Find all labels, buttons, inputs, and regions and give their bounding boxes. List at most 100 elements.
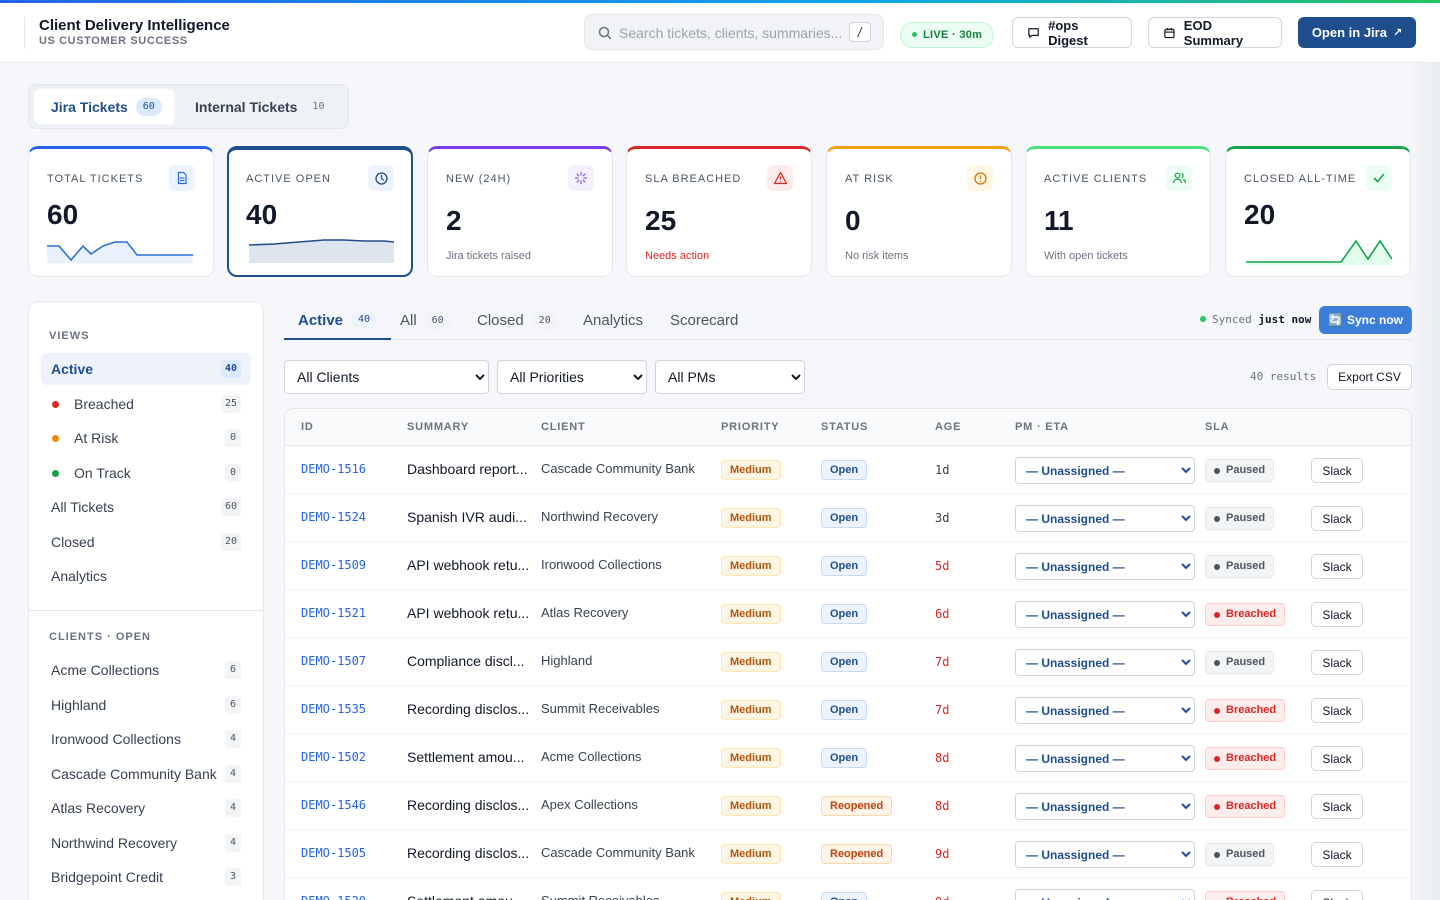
search-box[interactable]: / xyxy=(584,14,884,50)
tab-active[interactable]: Active 40 xyxy=(284,302,392,340)
pm-assignee-select[interactable]: — Unassigned — xyxy=(1015,697,1195,724)
sidebar-item-label: All Tickets xyxy=(51,499,115,515)
metric-subtext: Jira tickets raised xyxy=(446,250,531,262)
pm-filter-select[interactable]: All PMs xyxy=(655,360,805,394)
sidebar-item-analytics[interactable]: Analytics xyxy=(41,560,251,592)
ticket-client: Acme Collections xyxy=(541,749,642,764)
sidebar-item-breached[interactable]: Breached 25 xyxy=(41,388,251,420)
sidebar-client-item[interactable]: Highland 6 xyxy=(41,689,251,721)
ticket-id-link[interactable]: DEMO-1509 xyxy=(301,558,367,572)
table-row[interactable]: DEMO-1509 API webhook retu... Ironwood Col… xyxy=(285,542,1411,590)
tab-jira-tickets[interactable]: Jira Tickets 60 xyxy=(34,89,175,124)
live-status-badge: LIVE · 30m xyxy=(900,22,995,48)
column-header-id[interactable]: ID xyxy=(301,421,314,433)
sidebar-item-closed[interactable]: Closed 20 xyxy=(41,526,251,558)
tab-scorecard[interactable]: Scorecard xyxy=(670,302,738,339)
open-in-jira-button[interactable]: Open in Jira ↗ xyxy=(1298,17,1416,48)
tab-closed[interactable]: Closed 20 xyxy=(477,302,558,339)
pm-assignee-select[interactable]: — Unassigned — xyxy=(1015,457,1195,484)
pm-assignee-select[interactable]: — Unassigned — xyxy=(1015,553,1195,580)
sidebar-client-item[interactable]: Northwind Recovery 4 xyxy=(41,827,251,859)
metric-card-closed-all-time[interactable]: CLOSED ALL-TIME 20 xyxy=(1225,146,1411,277)
table-row[interactable]: DEMO-1520 Settlement amou... Summit Receiv… xyxy=(285,878,1411,900)
slack-button[interactable]: Slack xyxy=(1311,842,1363,867)
sla-status-badge: Breached xyxy=(1205,795,1286,818)
ticket-id-link[interactable]: DEMO-1521 xyxy=(301,606,367,620)
sla-dot-icon xyxy=(1214,659,1220,666)
ticket-id-link[interactable]: DEMO-1516 xyxy=(301,462,367,476)
metric-card-active-clients[interactable]: ACTIVE CLIENTS 11 With open tickets xyxy=(1025,146,1211,277)
sidebar-client-item[interactable]: Cascade Community Bank 4 xyxy=(41,758,251,790)
pm-assignee-select[interactable]: — Unassigned — xyxy=(1015,745,1195,772)
ticket-client: Summit Receivables xyxy=(541,701,660,716)
sidebar-client-item[interactable]: Bridgepoint Credit 3 xyxy=(41,861,251,893)
column-header-summary[interactable]: SUMMARY xyxy=(407,421,470,433)
ticket-id-link[interactable]: DEMO-1524 xyxy=(301,510,367,524)
sync-now-button[interactable]: 🔄 Sync now xyxy=(1319,306,1412,334)
ops-digest-button[interactable]: #ops Digest xyxy=(1012,17,1132,48)
slack-button[interactable]: Slack xyxy=(1311,458,1363,483)
tab-all[interactable]: All 60 xyxy=(400,302,451,339)
sla-status-badge: Breached xyxy=(1205,747,1286,770)
pm-assignee-select[interactable]: — Unassigned — xyxy=(1015,793,1195,820)
metric-card-active-open[interactable]: ACTIVE OPEN 40 xyxy=(227,146,413,277)
column-header-sla[interactable]: SLA xyxy=(1205,421,1230,433)
slack-button[interactable]: Slack xyxy=(1311,746,1363,771)
column-header-pm-eta[interactable]: PM · ETA xyxy=(1015,421,1069,433)
sparkline-chart xyxy=(1246,239,1392,265)
slack-button[interactable]: Slack xyxy=(1311,794,1363,819)
ticket-id-link[interactable]: DEMO-1520 xyxy=(301,894,366,900)
column-header-status[interactable]: STATUS xyxy=(821,421,869,433)
slack-button[interactable]: Slack xyxy=(1311,554,1363,579)
metric-card-sla-breached[interactable]: SLA BREACHED 25 Needs action xyxy=(626,146,812,277)
ticket-id-link[interactable]: DEMO-1505 xyxy=(301,846,367,860)
sidebar-item-active[interactable]: Active 40 xyxy=(41,353,251,385)
table-row[interactable]: DEMO-1502 Settlement amou... Acme Collecti… xyxy=(285,734,1411,782)
slack-button[interactable]: Slack xyxy=(1311,602,1363,627)
table-row[interactable]: DEMO-1505 Recording disclos... Cascade Com… xyxy=(285,830,1411,878)
search-input[interactable] xyxy=(619,23,849,43)
pm-assignee-select[interactable]: — Unassigned — xyxy=(1015,505,1195,532)
slack-button[interactable]: Slack xyxy=(1311,698,1363,723)
client-filter-select[interactable]: All Clients xyxy=(284,360,489,394)
metric-card-new-24h[interactable]: NEW (24H) 2 Jira tickets raised xyxy=(427,146,613,277)
column-header-age[interactable]: AGE xyxy=(935,421,962,433)
ticket-id-link[interactable]: DEMO-1535 xyxy=(301,702,367,716)
pm-assignee-select[interactable]: — Unassigned — xyxy=(1015,601,1195,628)
pm-assignee-select[interactable]: — Unassigned — xyxy=(1015,889,1195,900)
sla-dot-icon xyxy=(1214,467,1220,474)
slack-button[interactable]: Slack xyxy=(1311,650,1363,675)
table-row[interactable]: DEMO-1535 Recording disclos... Summit Rece… xyxy=(285,686,1411,734)
sidebar-item-at-risk[interactable]: At Risk 0 xyxy=(41,422,251,454)
metric-card-total-tickets[interactable]: TOTAL TICKETS 60 xyxy=(28,146,214,277)
table-row[interactable]: DEMO-1521 API webhook retu... Atlas Recove… xyxy=(285,590,1411,638)
pm-assignee-select[interactable]: — Unassigned — xyxy=(1015,841,1195,868)
sidebar-client-item[interactable]: Ironwood Collections 4 xyxy=(41,723,251,755)
sidebar-item-all-tickets[interactable]: All Tickets 60 xyxy=(41,491,251,523)
sidebar-client-item[interactable]: Atlas Recovery 4 xyxy=(41,792,251,824)
sla-status-badge: Paused xyxy=(1205,507,1275,530)
priority-filter-select[interactable]: All Priorities xyxy=(497,360,647,394)
live-dot-icon xyxy=(912,31,917,37)
pm-assignee-select[interactable]: — Unassigned — xyxy=(1015,649,1195,676)
column-header-client[interactable]: CLIENT xyxy=(541,421,586,433)
table-row[interactable]: DEMO-1546 Recording disclos... Apex Collec… xyxy=(285,782,1411,830)
ticket-age: 5d xyxy=(935,559,950,573)
sidebar-client-item[interactable]: Acme Collections 6 xyxy=(41,654,251,686)
sidebar-item-on-track[interactable]: On Track 0 xyxy=(41,457,251,489)
metric-card-at-risk[interactable]: AT RISK 0 No risk items xyxy=(826,146,1012,277)
table-row[interactable]: DEMO-1524 Spanish IVR audi... Northwind Re… xyxy=(285,494,1411,542)
slack-button[interactable]: Slack xyxy=(1311,890,1363,900)
table-row[interactable]: DEMO-1507 Compliance discl... Highland Medi… xyxy=(285,638,1411,686)
export-csv-button[interactable]: Export CSV xyxy=(1327,364,1412,390)
ticket-id-link[interactable]: DEMO-1546 xyxy=(301,798,367,812)
ticket-id-link[interactable]: DEMO-1507 xyxy=(301,654,367,668)
sla-status-label: Breached xyxy=(1226,704,1277,716)
eod-summary-button[interactable]: EOD Summary xyxy=(1148,17,1282,48)
table-row[interactable]: DEMO-1516 Dashboard report... Cascade Comm… xyxy=(285,446,1411,494)
ticket-id-link[interactable]: DEMO-1502 xyxy=(301,750,367,764)
tab-internal-tickets[interactable]: Internal Tickets 10 xyxy=(195,89,343,124)
tab-analytics[interactable]: Analytics xyxy=(583,302,643,339)
column-header-priority[interactable]: PRIORITY xyxy=(721,421,780,433)
slack-button[interactable]: Slack xyxy=(1311,506,1363,531)
